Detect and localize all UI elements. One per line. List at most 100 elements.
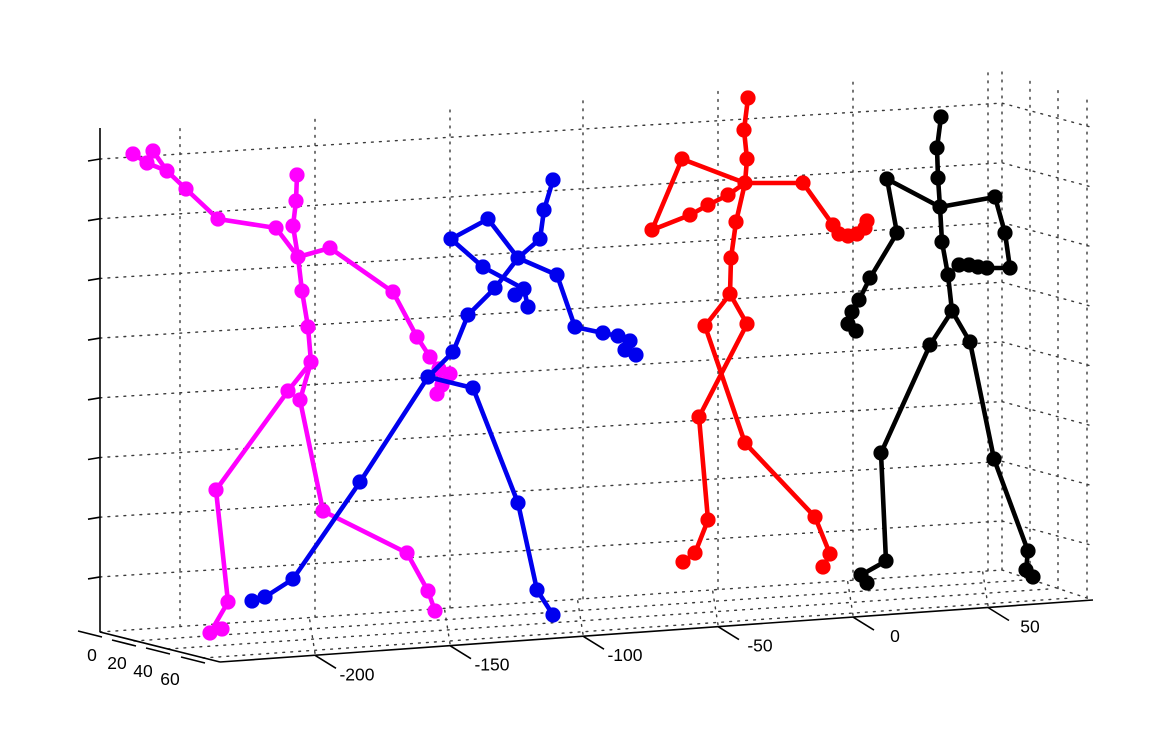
y-tick-label: 0 — [87, 645, 97, 665]
bone-segment — [290, 479, 363, 582]
joint-marker — [294, 283, 310, 299]
skeleton-red — [644, 90, 875, 575]
floor-gridline-x — [711, 585, 719, 626]
bone-segment — [702, 323, 748, 446]
joint-marker — [687, 545, 703, 561]
skeleton-black — [840, 109, 1041, 591]
joint-marker — [268, 220, 284, 236]
joint-marker — [722, 286, 738, 302]
joint-marker — [997, 225, 1013, 241]
floor-gridline-depth — [167, 588, 1049, 650]
joint-marker — [285, 218, 301, 234]
joint-marker — [399, 545, 415, 561]
bone-segment — [696, 414, 711, 523]
axes — [77, 128, 1094, 669]
joint-marker — [465, 380, 481, 396]
x-tick — [314, 654, 337, 669]
joint-marker — [420, 583, 436, 599]
bone-segment — [297, 397, 326, 514]
joint-marker — [257, 589, 273, 605]
bone-segment — [649, 156, 685, 233]
x-tick-label: -150 — [474, 655, 509, 675]
joint-marker — [385, 284, 401, 300]
joint-marker — [159, 163, 175, 179]
joint-marker — [480, 211, 496, 227]
joint-marker — [986, 451, 1002, 467]
skeleton-blue — [244, 172, 644, 623]
joint-marker — [962, 334, 978, 350]
joint-marker — [460, 307, 476, 323]
x-tick-label: 0 — [890, 626, 900, 646]
joint-marker — [303, 354, 319, 370]
joint-marker — [934, 234, 950, 250]
bone-segment — [967, 339, 997, 462]
joint-marker — [932, 199, 948, 215]
joint-marker — [422, 349, 438, 365]
joint-marker — [879, 171, 895, 187]
joint-marker — [429, 386, 445, 402]
y-tick-label: 20 — [107, 653, 127, 673]
joint-marker — [125, 146, 141, 162]
joint-marker — [940, 267, 956, 283]
joint-marker — [300, 319, 316, 335]
z-tick — [87, 337, 101, 341]
joint-marker — [628, 347, 644, 363]
joint-marker — [728, 214, 744, 230]
z-tick — [87, 158, 101, 162]
joint-marker — [145, 143, 161, 159]
joint-marker — [549, 267, 565, 283]
joint-marker — [290, 249, 306, 265]
floor-gridline-x — [846, 576, 854, 616]
z-tick — [87, 217, 101, 222]
bone-segment — [215, 216, 279, 231]
joint-marker — [288, 193, 304, 209]
joint-marker — [536, 202, 552, 218]
bone-segment — [696, 321, 750, 420]
joint-marker — [220, 594, 236, 610]
bone-segment — [554, 272, 578, 330]
joint-marker — [442, 366, 458, 382]
bone-segment — [884, 176, 943, 210]
joint-marker — [1025, 569, 1041, 585]
wall-gridline-horizontal — [99, 341, 1094, 399]
floor-gridline-depth — [99, 569, 1003, 633]
joint-marker — [691, 409, 707, 425]
bone-segment — [515, 500, 540, 593]
joint-marker — [292, 392, 308, 408]
y-tick — [111, 639, 137, 647]
z-tick — [87, 397, 101, 401]
bone-segment — [357, 374, 431, 485]
x-axis-line — [219, 599, 1094, 663]
joint-marker — [700, 512, 716, 528]
joint-marker — [280, 383, 296, 399]
joint-marker — [675, 554, 691, 570]
y-axis-line — [99, 631, 221, 663]
joint-marker — [510, 495, 526, 511]
joint-marker — [844, 304, 860, 320]
floor-gridline-x — [443, 605, 451, 645]
bone-segment — [679, 156, 748, 186]
joint-marker — [475, 259, 491, 275]
floor-right-edge — [1001, 569, 1094, 601]
floor-gridline-x — [308, 614, 316, 654]
y-tick — [180, 656, 206, 664]
joint-marker — [520, 299, 536, 315]
joint-marker — [644, 222, 660, 238]
y-tick — [77, 630, 103, 638]
joint-marker — [720, 187, 736, 203]
joint-marker — [244, 593, 260, 609]
y-tick — [145, 647, 171, 655]
joint-marker — [529, 582, 545, 598]
joint-marker — [736, 122, 752, 138]
bone-segment — [991, 456, 1031, 554]
bone-segment — [485, 216, 521, 261]
joint-marker — [487, 280, 503, 296]
joint-marker — [951, 257, 967, 273]
joint-marker — [873, 445, 889, 461]
joint-marker — [815, 559, 831, 575]
z-tick — [87, 456, 101, 461]
y-tick-label: 40 — [133, 661, 153, 681]
joint-marker — [851, 292, 867, 308]
joint-marker — [878, 553, 894, 569]
joint-marker — [545, 172, 561, 188]
